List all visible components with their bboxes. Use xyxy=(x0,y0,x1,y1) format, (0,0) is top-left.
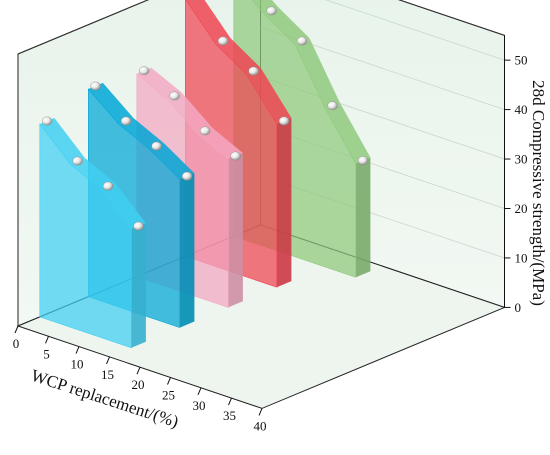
series-1-face xyxy=(39,123,132,349)
series-1-top-0 xyxy=(39,118,85,164)
x-tick-label-0: 0 xyxy=(13,336,20,351)
z-axis-ticks: 0 10 20 30 40 50 xyxy=(504,35,528,315)
series-3-top-2 xyxy=(197,127,243,159)
series-1-top-2 xyxy=(100,183,146,230)
series-4-point-3 xyxy=(278,116,290,126)
series-2-end xyxy=(179,173,195,328)
z-tick-label-3: 30 xyxy=(515,152,528,167)
series-5-top-2 xyxy=(294,38,340,109)
grid-line-5 xyxy=(325,0,505,61)
top-edge xyxy=(17,0,505,55)
x-tick-label-5: 25 xyxy=(162,388,175,403)
x-tick-mark-6 xyxy=(197,387,202,395)
series-2-top-1 xyxy=(118,118,164,150)
series-3-point-3 xyxy=(230,151,241,161)
series-5-point-2 xyxy=(296,36,308,46)
x-axis-ticks: 0 5 10 15 20 25 30 35 40 xyxy=(13,325,267,433)
series-4-top-2 xyxy=(246,68,292,124)
series-4-top-0 xyxy=(185,0,231,45)
series-5-point-4 xyxy=(357,156,369,165)
x-tick-mark-2 xyxy=(75,346,80,354)
series-4-top-1 xyxy=(215,38,261,75)
series-3-end xyxy=(228,153,243,308)
x-tick-label-4: 20 xyxy=(132,377,145,392)
series-3-point-1 xyxy=(169,91,180,101)
series-1 xyxy=(39,116,146,349)
series-1-point-3 xyxy=(133,221,144,231)
series-5-point-1 xyxy=(266,6,277,16)
z-tick-label-2: 20 xyxy=(515,201,528,216)
series-1-end xyxy=(131,223,146,348)
series-2-top-2 xyxy=(149,143,195,180)
series-3-top-1 xyxy=(167,92,213,134)
x-tick-mark-4 xyxy=(136,367,141,375)
series-5-end xyxy=(355,157,371,278)
series-1-point-2 xyxy=(102,181,114,191)
series-5-top-1 xyxy=(264,7,310,45)
z-tick-label-5: 50 xyxy=(515,53,528,68)
x-tick-mark-7 xyxy=(228,397,232,406)
z-tick-label-4: 40 xyxy=(515,102,528,117)
series-2-point-2 xyxy=(151,141,162,151)
x-tick-mark-3 xyxy=(106,356,110,365)
series-4-end xyxy=(276,117,292,288)
series-2-top-0 xyxy=(88,82,134,124)
x-tick-mark-8 xyxy=(258,408,263,416)
series-4-point-2 xyxy=(248,66,259,76)
x-tick-label-8: 40 xyxy=(254,418,267,433)
series-5-top-3 xyxy=(325,102,371,164)
series-1-top-1 xyxy=(70,158,116,190)
x-tick-label-7: 35 xyxy=(223,408,236,423)
series-2-point-3 xyxy=(181,171,193,181)
z-tick-label-0: 0 xyxy=(515,300,522,315)
z-axis-label: 28d Compressive strength/(MPa) xyxy=(529,80,548,306)
x-tick-label-2: 10 xyxy=(71,357,84,372)
x-tick-mark-1 xyxy=(45,336,49,344)
series-3-top-0 xyxy=(136,67,182,99)
series-1-point-0 xyxy=(41,116,53,126)
x-tick-label-6: 30 xyxy=(193,398,206,413)
series-3-point-2 xyxy=(199,126,211,136)
x-tick-label-3: 15 xyxy=(101,367,114,382)
z-tick-label-1: 10 xyxy=(515,250,528,265)
x-tick-label-1: 5 xyxy=(43,346,50,361)
series-1-point-1 xyxy=(72,156,83,166)
series-4-point-1 xyxy=(217,36,229,46)
x-tick-mark-5 xyxy=(167,377,171,385)
x-tick-mark-0 xyxy=(14,325,19,334)
series-ribbons xyxy=(39,0,371,349)
series-2-point-0 xyxy=(90,81,101,91)
series-3-point-0 xyxy=(138,66,150,76)
series-2-point-1 xyxy=(120,116,132,126)
series-5-point-3 xyxy=(327,101,338,111)
